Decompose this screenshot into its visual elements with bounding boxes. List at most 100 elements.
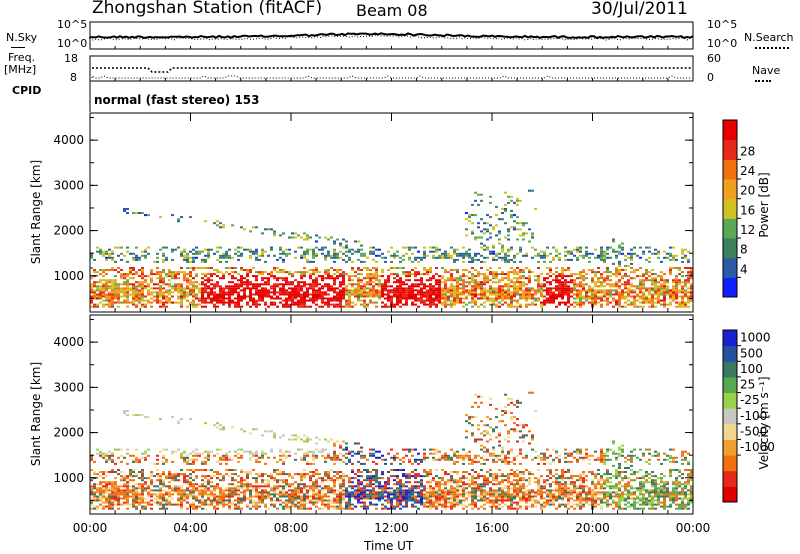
heatmap-cell xyxy=(474,199,477,202)
heatmap-cell xyxy=(201,291,204,294)
heatmap-cell xyxy=(183,499,186,502)
heatmap-cell xyxy=(390,267,393,269)
heatmap-cell xyxy=(129,301,132,304)
heatmap-cell xyxy=(420,301,423,304)
heatmap-cell xyxy=(591,277,594,280)
heatmap-cell xyxy=(126,462,129,465)
heatmap-cell xyxy=(372,503,375,506)
heatmap-cell xyxy=(288,295,291,298)
heatmap-cell xyxy=(327,250,330,253)
heatmap-cell xyxy=(252,428,255,431)
heatmap-cell xyxy=(402,497,405,500)
heatmap-cell xyxy=(387,507,390,510)
heatmap-cell xyxy=(432,275,435,278)
heatmap-cell xyxy=(492,258,495,261)
heatmap-cell xyxy=(180,473,183,476)
heatmap-cell xyxy=(231,291,234,294)
heatmap-cell xyxy=(351,485,354,488)
heatmap-cell xyxy=(114,293,117,296)
heatmap-cell xyxy=(585,297,588,300)
heatmap-cell xyxy=(309,283,312,286)
heatmap-cell xyxy=(90,491,93,494)
heatmap-cell xyxy=(414,477,417,480)
heatmap-cell xyxy=(618,293,621,296)
heatmap-cell xyxy=(246,497,249,500)
heatmap-cell xyxy=(387,299,390,302)
heatmap-cell xyxy=(666,252,669,255)
heatmap-cell xyxy=(234,503,237,506)
heatmap-cell xyxy=(309,305,312,308)
heatmap-cell xyxy=(240,481,243,484)
heatmap-cell xyxy=(138,503,141,506)
heatmap-cell xyxy=(558,287,561,290)
heatmap-cell xyxy=(126,273,129,276)
heatmap-cell xyxy=(261,493,264,496)
heatmap-cell xyxy=(342,491,345,494)
heatmap-cell xyxy=(357,450,360,453)
heatmap-cell xyxy=(468,301,471,304)
heatmap-cell xyxy=(321,481,324,484)
heatmap-cell xyxy=(549,301,552,304)
heatmap-cell xyxy=(384,487,387,490)
heatmap-cell xyxy=(171,250,174,253)
heatmap-cell xyxy=(432,246,435,249)
heatmap-cell xyxy=(399,293,402,296)
heatmap-cell xyxy=(552,293,555,296)
heatmap-cell xyxy=(138,285,141,288)
heatmap-cell xyxy=(246,281,249,284)
heatmap-cell xyxy=(393,456,396,459)
heatmap-cell xyxy=(651,279,654,282)
heatmap-cell xyxy=(636,299,639,302)
heatmap-cell xyxy=(135,258,138,261)
heatmap-cell xyxy=(219,424,222,427)
heatmap-cell xyxy=(489,267,492,269)
heatmap-cell xyxy=(366,275,369,278)
heatmap-cell xyxy=(183,477,186,480)
heatmap-cell xyxy=(144,281,147,284)
heatmap-cell xyxy=(657,293,660,296)
heatmap-cell xyxy=(498,242,501,245)
heatmap-cell xyxy=(504,295,507,298)
heatmap-cell xyxy=(168,293,171,296)
heatmap-cell xyxy=(555,254,558,257)
heatmap-cell xyxy=(318,497,321,500)
heatmap-cell xyxy=(147,416,150,419)
heatmap-cell xyxy=(249,305,252,308)
heatmap-cell xyxy=(198,499,201,502)
heatmap-cell xyxy=(138,258,141,261)
heatmap-cell xyxy=(291,475,294,478)
heatmap-cell xyxy=(192,483,195,486)
heatmap-cell xyxy=(255,252,258,255)
heatmap-cell xyxy=(321,454,324,457)
heatmap-cell xyxy=(105,289,108,292)
heatmap-cell xyxy=(225,254,228,257)
heatmap-cell xyxy=(363,254,366,257)
heatmap-cell xyxy=(288,287,291,290)
heatmap-cell xyxy=(333,248,336,251)
heatmap-cell xyxy=(156,458,159,461)
heatmap-cell xyxy=(339,303,342,306)
heatmap-cell xyxy=(390,499,393,502)
heatmap-cell xyxy=(249,452,252,455)
heatmap-cell xyxy=(648,297,651,300)
heatmap-cell xyxy=(393,273,396,276)
heatmap-cell xyxy=(90,254,93,257)
heatmap-cell xyxy=(570,289,573,292)
heatmap-cell xyxy=(243,493,246,496)
heatmap-cell xyxy=(357,469,360,471)
heatmap-cell xyxy=(321,297,324,300)
heatmap-cell xyxy=(168,475,171,478)
heatmap-cell xyxy=(228,507,231,510)
heatmap-cell xyxy=(402,283,405,286)
heatmap-cell xyxy=(450,299,453,302)
heatmap-cell xyxy=(132,503,135,506)
heatmap-cell xyxy=(645,273,648,276)
heatmap-cell xyxy=(108,299,111,302)
heatmap-cell xyxy=(297,493,300,496)
heatmap-cell xyxy=(252,301,255,304)
heatmap-cell xyxy=(270,473,273,476)
heatmap-cell xyxy=(411,485,414,488)
heatmap-cell xyxy=(447,297,450,300)
heatmap-cell xyxy=(486,246,489,249)
heatmap-cell xyxy=(498,279,501,282)
